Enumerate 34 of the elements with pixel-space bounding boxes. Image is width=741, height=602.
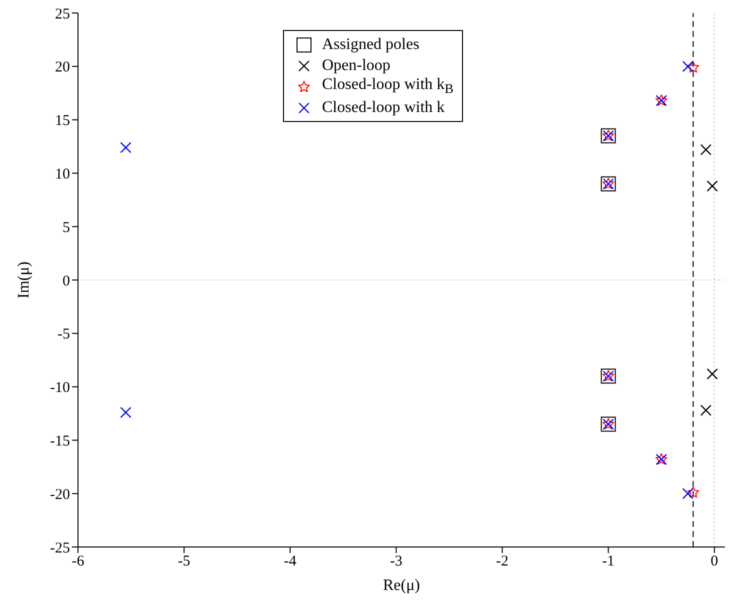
- y-tick-label: 20: [55, 60, 70, 76]
- y-tick-label: -10: [50, 380, 70, 396]
- point: [700, 404, 712, 416]
- point: [687, 486, 699, 498]
- legend-label: Open-loop: [322, 56, 390, 74]
- y-axis-title: Im(μ): [16, 261, 33, 299]
- x-tick-label: 0: [710, 554, 718, 570]
- y-tick-label: 10: [55, 166, 70, 183]
- x-tick-label: -3: [390, 554, 402, 570]
- y-tick-label: -20: [50, 486, 70, 503]
- x-tick-label: -1: [602, 554, 615, 570]
- x-tick-label: -5: [178, 554, 190, 570]
- y-tick-label: 0: [62, 273, 70, 290]
- y-tick-label: -5: [58, 326, 70, 343]
- y-tick-label: 25: [55, 6, 70, 22]
- legend-label: Closed-loop with k: [322, 98, 445, 116]
- legend-label: Closed-loop with k$_{B}$: [322, 76, 454, 98]
- y-tick-label: -25: [50, 540, 70, 556]
- x-tick-label: -2: [496, 554, 509, 570]
- point: [700, 144, 712, 156]
- y-tick-label: -15: [50, 434, 70, 450]
- x-tick-label: -6: [72, 554, 85, 570]
- point: [687, 61, 699, 72]
- point: [706, 368, 718, 380]
- x-tick-label: -4: [284, 554, 297, 570]
- point: [682, 488, 694, 500]
- point: [682, 60, 694, 72]
- point: [120, 406, 132, 418]
- x-axis-title: Re(μ): [382, 577, 420, 594]
- y-tick-label: 5: [62, 220, 70, 236]
- y-tick-label: 15: [55, 113, 70, 130]
- point: [706, 180, 718, 192]
- legend-label: Assigned poles: [322, 36, 420, 54]
- point: [120, 142, 132, 154]
